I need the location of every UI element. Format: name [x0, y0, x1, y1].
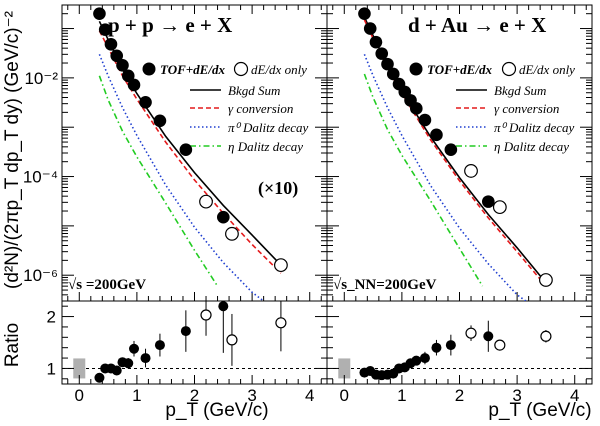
pp-energy-label: √s =200GeV [68, 277, 146, 293]
ratio-y-tick-label: 1 [47, 359, 56, 378]
x-tick-label: 0 [340, 386, 349, 405]
data-point-filled [217, 210, 230, 224]
ratio-point-filled [180, 326, 191, 337]
x-tick-label: 2 [455, 386, 464, 405]
ratio-point-filled [411, 355, 422, 366]
ratio-point-filled [445, 340, 456, 351]
x-tick-label: 1 [397, 386, 406, 405]
pp-reaction-label: p + p → e + X [108, 13, 232, 37]
ratio-point-open [226, 334, 238, 346]
x-tick-label: 3 [512, 386, 521, 405]
dau-legend: TOF+dE/dx dE/dx only Bkgd Sum γ conversi… [409, 61, 575, 154]
legend-pi0-label: π⁰ Dalitz decay [494, 120, 575, 135]
data-point-filled [98, 23, 112, 36]
ratio-y-tick-label: 2 [47, 308, 56, 327]
data-point-open [464, 164, 478, 178]
data-point-filled [369, 35, 383, 49]
y-axis-title: (d²N)/(2πp_T dp_T dy) (GeV/c)⁻² [2, 11, 23, 289]
ratio-point-filled [94, 372, 105, 383]
ratio-point-open [200, 309, 212, 321]
ratio-point-open [465, 327, 477, 339]
ratio-point-open [494, 339, 506, 351]
y-tick-label: 10⁻⁶ [23, 266, 58, 285]
data-point-open [492, 200, 507, 215]
ratio-point-open [275, 317, 287, 329]
y-tick-label: 10⁻² [24, 69, 58, 88]
data-point-filled [409, 102, 423, 115]
legend-filled-marker [409, 62, 423, 76]
data-point-filled [139, 95, 152, 109]
legend-pi0-label: π⁰ Dalitz decay [228, 120, 309, 135]
legend-tof-label: TOF+dE/dx [160, 62, 225, 77]
ratio-point-filled [483, 331, 494, 342]
legend-dedx-label: dE/dx only [519, 62, 575, 77]
data-point-filled [93, 7, 106, 20]
systematic-box [73, 358, 86, 379]
curve--dalitz-decay [98, 75, 219, 287]
data-point-filled [121, 69, 135, 83]
ratio-axis-title: Ratio [2, 323, 23, 367]
data-point-filled [444, 143, 458, 156]
data-point-filled [179, 143, 193, 156]
data-point-filled [116, 58, 129, 72]
data-point-filled [127, 78, 141, 92]
curve--dalitz-decay [363, 53, 527, 301]
ratio-point-filled [431, 342, 442, 353]
data-point-filled [110, 49, 124, 63]
dau-energy-label: √s_NN=200GeV [333, 277, 437, 293]
ratio-point-filled [154, 340, 165, 351]
data-point-filled [418, 113, 432, 127]
legend-gamma-label: γ conversion [494, 101, 559, 116]
legend-bkgd-label: Bkgd Sum [494, 83, 546, 98]
ratio-point-filled [111, 365, 122, 376]
x-axis-title-right: p_T (GeV/c) [488, 400, 591, 421]
legend-dedx-label: dE/dx only [251, 62, 307, 77]
x-tick-label: 4 [570, 386, 579, 405]
scale-note: (×10) [258, 178, 298, 199]
data-point-filled [375, 47, 389, 60]
legend-eta-label: η Dalitz decay [494, 139, 569, 154]
x-axis-title-left: p_T (GeV/c) [165, 400, 268, 421]
ratio-point-filled [419, 353, 430, 364]
data-point-filled [386, 67, 400, 81]
legend-filled-marker [142, 62, 156, 76]
data-point-open [539, 273, 553, 287]
ratio-point-open [540, 330, 552, 342]
legend-eta-label: η Dalitz decay [228, 139, 303, 154]
legend-open-marker [233, 61, 249, 77]
legend-bkgd-label: Bkgd Sum [228, 83, 280, 98]
ratio-point-filled [129, 343, 140, 354]
pp-legend: TOF+dE/dx dE/dx only Bkgd Sum γ conversi… [142, 61, 309, 154]
data-point-filled [482, 195, 495, 208]
data-point-filled [358, 7, 371, 20]
x-tick-label: 3 [247, 386, 256, 405]
y-tick-label: 10⁻⁴ [23, 168, 58, 187]
data-point-filled [153, 114, 167, 128]
data-point-open [199, 194, 213, 209]
curve--dalitz-decay [363, 73, 484, 287]
data-point-open [225, 226, 239, 241]
legend-tof-label: TOF+dE/dx [427, 62, 492, 77]
chart-marks: 10⁻²10⁻⁴10⁻⁶0 1 2 3 4 0 1 2 3 412 [23, 5, 592, 405]
legend-gamma-label: γ conversion [228, 101, 293, 116]
curve--conversion [98, 30, 282, 274]
systematic-box [338, 358, 351, 379]
data-point-filled [381, 57, 394, 71]
x-tick-label: 2 [190, 386, 199, 405]
curve--conversion [363, 19, 547, 287]
x-tick-label: 0 [75, 386, 84, 405]
legend-open-marker [501, 61, 517, 77]
data-point-filled [363, 22, 377, 35]
ratio-point-filled [123, 358, 134, 369]
x-tick-label: 4 [305, 386, 314, 405]
data-point-filled [430, 128, 443, 142]
x-tick-label: 1 [132, 386, 141, 405]
data-point-filled [104, 37, 118, 51]
dau-reaction-label: d + Au → e + X [408, 13, 546, 37]
data-point-open [274, 258, 288, 273]
ratio-point-filled [218, 301, 229, 312]
ratio-point-filled [140, 353, 151, 364]
